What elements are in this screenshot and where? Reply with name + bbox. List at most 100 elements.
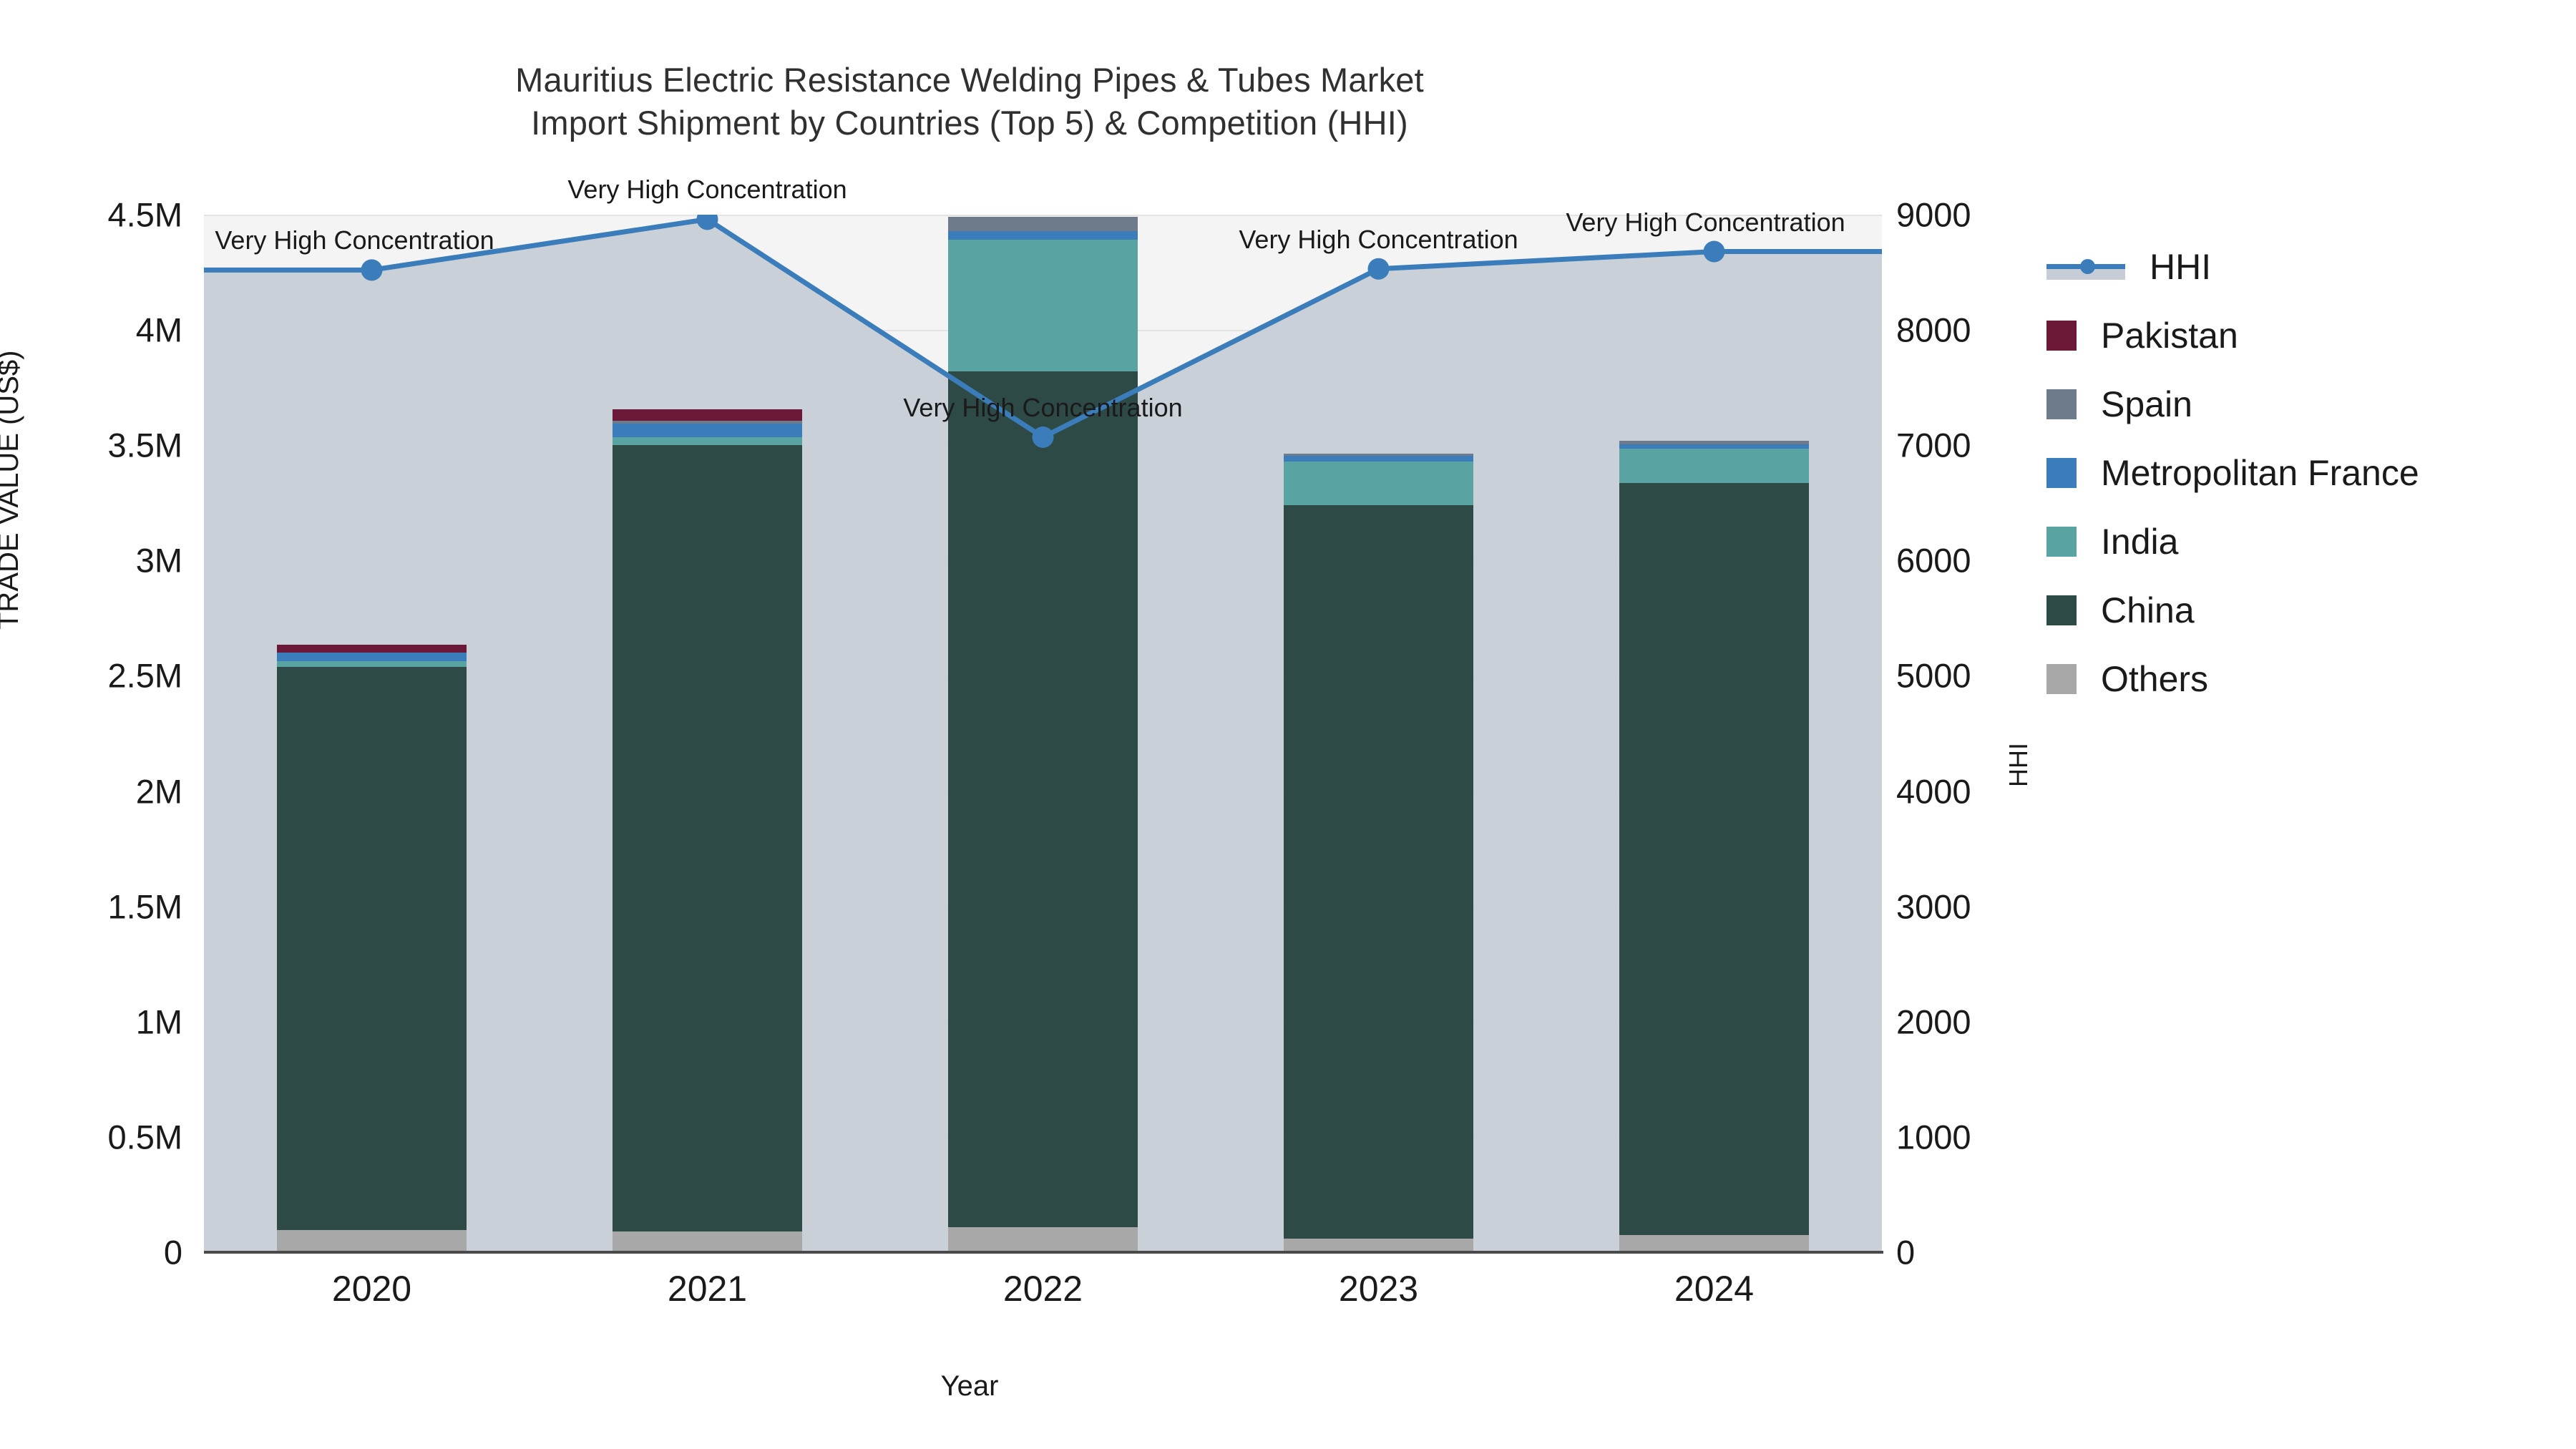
hhi-marker-2023[interactable] xyxy=(1367,258,1390,280)
hhi-annotation-2022: Very High Concentration xyxy=(903,392,1183,422)
bar-segment-others[interactable] xyxy=(613,1231,802,1252)
y-axis-left-tick: 1.5M xyxy=(107,887,183,926)
legend-item-china[interactable]: China xyxy=(2046,576,2419,645)
bar-segment-china[interactable] xyxy=(1619,483,1809,1235)
legend-swatch-icon xyxy=(2046,527,2077,557)
legend-line-marker-icon xyxy=(2046,252,2125,282)
y-axis-left-tick: 0 xyxy=(163,1233,182,1272)
stacked-bar[interactable] xyxy=(948,215,1138,1252)
bar-group-2023[interactable] xyxy=(1284,215,1473,1252)
legend: HHI Pakistan Spain Metropolitan France India… xyxy=(2046,233,2419,713)
x-axis-tick-2024: 2024 xyxy=(1674,1269,1755,1309)
bar-segment-spain[interactable] xyxy=(948,217,1138,231)
bar-group-2021[interactable] xyxy=(613,215,802,1252)
bar-segment-india[interactable] xyxy=(613,436,802,446)
y-axis-left-tick: 4.5M xyxy=(107,195,183,234)
bar-segment-india[interactable] xyxy=(277,660,467,667)
hhi-annotation-2024: Very High Concentration xyxy=(1566,207,1845,237)
hhi-annotation-2021: Very High Concentration xyxy=(567,175,847,205)
y-axis-right-tick: 5000 xyxy=(1896,656,1971,695)
bar-segment-others[interactable] xyxy=(1284,1238,1473,1252)
hhi-marker-2022[interactable] xyxy=(1032,426,1054,448)
hhi-marker-2024[interactable] xyxy=(1703,240,1725,263)
y-axis-left-tick: 1M xyxy=(135,1002,182,1041)
y-axis-right-tick: 8000 xyxy=(1896,311,1971,349)
bar-segment-pakistan[interactable] xyxy=(613,409,802,421)
legend-item-metropolitan-france[interactable]: Metropolitan France xyxy=(2046,439,2419,507)
y-axis-right-tick: 0 xyxy=(1896,1233,1916,1272)
gridline xyxy=(204,215,1882,216)
legend-item-spain[interactable]: Spain xyxy=(2046,370,2419,439)
bar-segment-metropolitan-france[interactable] xyxy=(613,423,802,437)
plot-area xyxy=(204,215,1882,1252)
bar-segment-spain[interactable] xyxy=(613,421,802,424)
stacked-bar[interactable] xyxy=(277,215,467,1252)
hhi-marker-2020[interactable] xyxy=(361,259,383,281)
y-axis-right-tick: 4000 xyxy=(1896,772,1971,811)
y-axis-left-tick: 0.5M xyxy=(107,1118,183,1156)
hhi-annotation-2023: Very High Concentration xyxy=(1239,224,1518,254)
y-axis-right-tick: 7000 xyxy=(1896,426,1971,464)
bar-segment-pakistan[interactable] xyxy=(277,644,467,653)
chart-title: Mauritius Electric Resistance Welding Pi… xyxy=(0,59,1939,145)
y-axis-left-tick: 3M xyxy=(135,541,182,580)
bar-segment-metropolitan-france[interactable] xyxy=(1619,444,1809,449)
bar-segment-india[interactable] xyxy=(1284,461,1473,505)
x-axis-tick-2023: 2023 xyxy=(1338,1269,1419,1309)
legend-label: Pakistan xyxy=(2101,316,2238,356)
x-axis-title: Year xyxy=(940,1370,999,1402)
bar-segment-china[interactable] xyxy=(277,666,467,1231)
bar-segment-metropolitan-france[interactable] xyxy=(1284,455,1473,462)
legend-label: India xyxy=(2101,522,2179,562)
bar-segment-china[interactable] xyxy=(948,371,1138,1227)
x-axis-tick-2020: 2020 xyxy=(331,1269,412,1309)
legend-item-others[interactable]: Others xyxy=(2046,645,2419,713)
bar-segment-spain[interactable] xyxy=(1284,453,1473,456)
chart-title-line-1: Mauritius Electric Resistance Welding Pi… xyxy=(515,61,1424,99)
y-axis-left-tick: 2.5M xyxy=(107,656,183,695)
stacked-bar[interactable] xyxy=(613,215,802,1252)
legend-label: Others xyxy=(2101,659,2209,699)
y-axis-right-tick: 1000 xyxy=(1896,1118,1971,1156)
bar-segment-india[interactable] xyxy=(1619,449,1809,484)
y-axis-left-tick: 2M xyxy=(135,772,182,811)
legend-swatch-icon xyxy=(2046,321,2077,351)
bar-segment-others[interactable] xyxy=(948,1226,1138,1252)
legend-item-india[interactable]: India xyxy=(2046,507,2419,576)
bar-group-2020[interactable] xyxy=(277,215,467,1252)
y-axis-left-tick: 3.5M xyxy=(107,426,183,464)
bar-segment-metropolitan-france[interactable] xyxy=(948,230,1138,240)
bar-segment-others[interactable] xyxy=(1619,1234,1809,1252)
y-axis-right-tick: 9000 xyxy=(1896,195,1971,234)
y-axis-right-tick: 6000 xyxy=(1896,541,1971,580)
legend-swatch-icon xyxy=(2046,389,2077,419)
chart-title-line-2: Import Shipment by Countries (Top 5) & C… xyxy=(531,104,1408,142)
legend-swatch-icon xyxy=(2046,595,2077,625)
bar-segment-china[interactable] xyxy=(613,445,802,1231)
bar-group-2022[interactable] xyxy=(948,215,1138,1252)
bar-segment-metropolitan-france[interactable] xyxy=(277,653,467,661)
bar-group-2024[interactable] xyxy=(1619,215,1809,1252)
legend-label: HHI xyxy=(2150,247,2212,287)
hhi-line-series xyxy=(204,215,1882,448)
y-axis-right-tick: 2000 xyxy=(1896,1002,1971,1041)
stacked-bar[interactable] xyxy=(1619,215,1809,1252)
y-axis-right-tick: 3000 xyxy=(1896,887,1971,926)
y-axis-left-tick: 4M xyxy=(135,311,182,349)
bar-segment-india[interactable] xyxy=(948,240,1138,372)
y-axis-right-title: HHI xyxy=(2004,743,2033,787)
legend-label: Metropolitan France xyxy=(2101,453,2419,493)
legend-item-pakistan[interactable]: Pakistan xyxy=(2046,301,2419,370)
bar-segment-spain[interactable] xyxy=(1619,440,1809,444)
bar-segment-china[interactable] xyxy=(1284,505,1473,1239)
legend-swatch-icon xyxy=(2046,664,2077,694)
stacked-bar[interactable] xyxy=(1284,215,1473,1252)
bar-segment-others[interactable] xyxy=(277,1230,467,1252)
x-axis-line xyxy=(204,1251,1883,1254)
legend-item-hhi[interactable]: HHI xyxy=(2046,233,2419,301)
x-axis-tick-2022: 2022 xyxy=(1002,1269,1083,1309)
legend-label: China xyxy=(2101,590,2195,630)
hhi-marker-2021[interactable] xyxy=(696,215,718,230)
x-axis-tick-2021: 2021 xyxy=(667,1269,748,1309)
